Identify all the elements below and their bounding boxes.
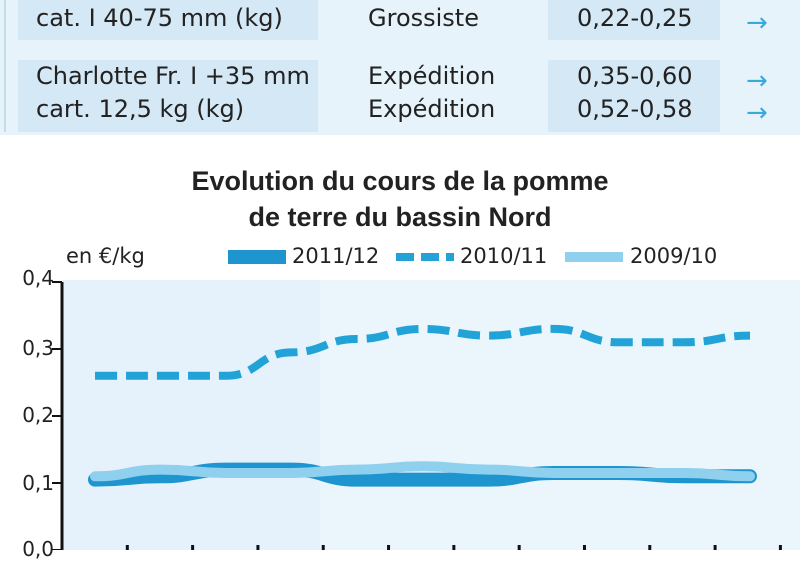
- legend-label-2010-11: 2010/11: [460, 244, 548, 268]
- legend-label-2011-12: 2011/12: [292, 244, 380, 268]
- product-band: [18, 60, 318, 132]
- table-left-border: [4, 0, 6, 132]
- plot-area-highlight: [320, 280, 800, 550]
- product-cell: Charlotte Fr. I +35 mm: [36, 62, 310, 90]
- y-tick-label: 0,2: [22, 403, 54, 427]
- y-tick-label: 0,4: [22, 266, 54, 290]
- price-band: [548, 60, 720, 132]
- price-table: cat. I 40-75 mm (kg) Grossiste 0,22-0,25…: [0, 0, 800, 135]
- type-cell: Expédition: [368, 95, 496, 123]
- price-cell: 0,52-0,58: [577, 95, 693, 123]
- chart-title-line2: de terre du bassin Nord: [248, 202, 552, 232]
- arrow-right-icon: →: [746, 8, 768, 38]
- price-cell: 0,22-0,25: [577, 4, 693, 32]
- product-band: [18, 0, 318, 40]
- type-cell: Expédition: [368, 62, 496, 90]
- arrow-right-icon: →: [746, 66, 768, 96]
- price-cell: 0,35-0,60: [577, 62, 693, 90]
- arrow-right-icon: →: [746, 98, 768, 128]
- type-cell: Grossiste: [368, 4, 479, 32]
- series-line-2009-10: [90, 461, 755, 482]
- legend-label-2009-10: 2009/10: [630, 244, 718, 268]
- price-band: [548, 0, 720, 40]
- series-line-2010-11: [95, 324, 751, 380]
- product-cell: cart. 12,5 kg (kg): [36, 95, 245, 123]
- y-axis-unit: en €/kg: [66, 244, 145, 268]
- chart-title-line1: Evolution du cours de la pomme: [191, 166, 609, 196]
- y-tick-label: 0,3: [22, 336, 54, 360]
- product-cell: cat. I 40-75 mm (kg): [36, 4, 283, 32]
- y-tick-label: 0,1: [22, 471, 54, 495]
